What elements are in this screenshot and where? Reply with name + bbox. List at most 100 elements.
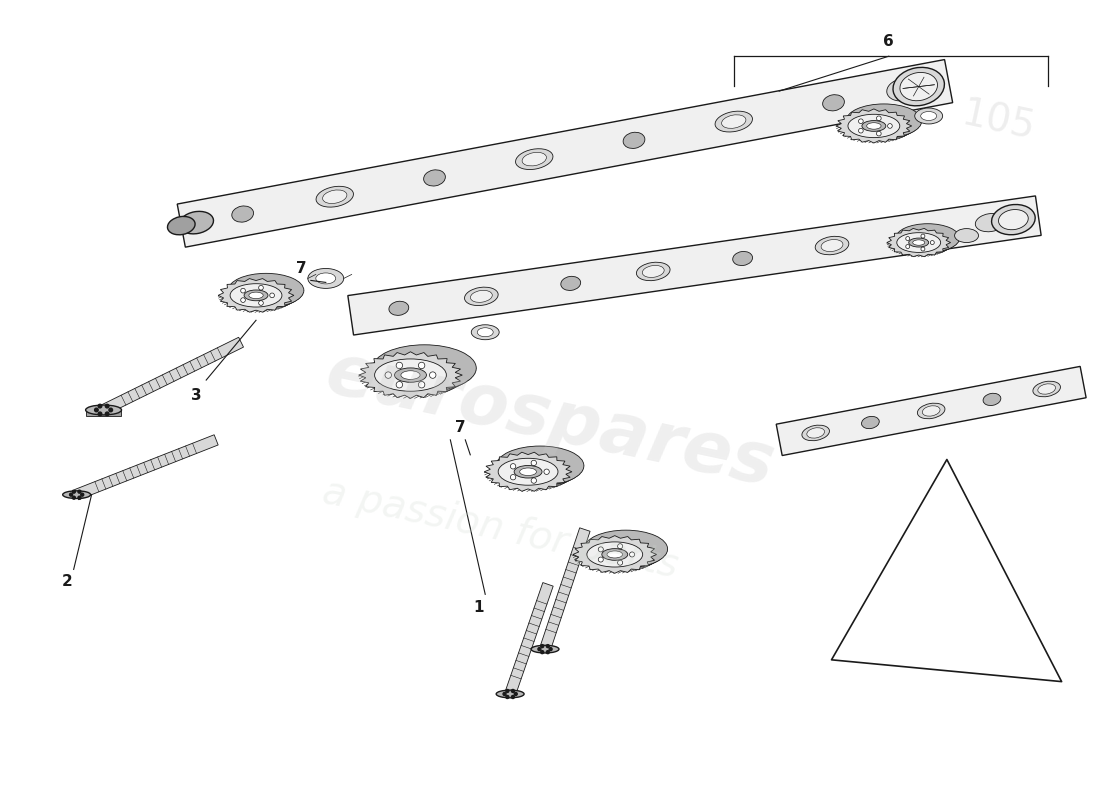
Circle shape: [241, 288, 245, 293]
Circle shape: [106, 412, 109, 416]
Circle shape: [503, 693, 506, 695]
Ellipse shape: [955, 229, 979, 242]
Ellipse shape: [896, 233, 940, 253]
Circle shape: [418, 382, 425, 388]
Ellipse shape: [991, 205, 1035, 234]
Ellipse shape: [921, 111, 937, 121]
Circle shape: [258, 301, 263, 306]
Circle shape: [547, 645, 549, 648]
Ellipse shape: [915, 108, 943, 124]
Ellipse shape: [999, 210, 1028, 230]
Polygon shape: [101, 338, 243, 415]
Text: 7: 7: [296, 261, 306, 276]
Ellipse shape: [389, 302, 409, 315]
Circle shape: [78, 490, 81, 493]
Ellipse shape: [1037, 384, 1056, 394]
Ellipse shape: [424, 170, 446, 186]
Ellipse shape: [904, 226, 924, 241]
Ellipse shape: [602, 549, 628, 560]
Circle shape: [512, 695, 515, 698]
Circle shape: [396, 382, 403, 388]
Ellipse shape: [917, 403, 945, 418]
Circle shape: [598, 557, 603, 562]
Polygon shape: [177, 59, 953, 247]
Polygon shape: [573, 536, 657, 574]
FancyBboxPatch shape: [86, 410, 121, 416]
Circle shape: [541, 645, 543, 648]
Ellipse shape: [976, 214, 1005, 232]
Ellipse shape: [316, 273, 336, 284]
Ellipse shape: [607, 551, 623, 558]
Ellipse shape: [823, 94, 845, 111]
Text: 2: 2: [62, 574, 73, 589]
Circle shape: [429, 372, 436, 378]
Ellipse shape: [867, 122, 881, 129]
Ellipse shape: [983, 394, 1001, 406]
Ellipse shape: [471, 325, 499, 340]
Ellipse shape: [316, 186, 353, 207]
Ellipse shape: [913, 240, 925, 246]
Ellipse shape: [722, 115, 746, 128]
Circle shape: [541, 650, 543, 654]
Ellipse shape: [167, 217, 195, 234]
Circle shape: [95, 408, 98, 412]
Ellipse shape: [373, 345, 476, 391]
Circle shape: [506, 695, 509, 698]
Ellipse shape: [900, 73, 937, 101]
Circle shape: [538, 648, 541, 650]
Circle shape: [385, 372, 392, 378]
Circle shape: [629, 552, 635, 557]
Circle shape: [270, 293, 274, 298]
Circle shape: [512, 690, 515, 693]
Circle shape: [858, 119, 864, 123]
Ellipse shape: [228, 274, 304, 307]
Ellipse shape: [498, 458, 558, 486]
Ellipse shape: [893, 67, 945, 106]
Circle shape: [617, 560, 623, 565]
Text: 105: 105: [958, 94, 1038, 147]
Circle shape: [905, 245, 910, 249]
Circle shape: [418, 362, 425, 369]
Circle shape: [109, 408, 112, 412]
Ellipse shape: [516, 149, 553, 170]
Circle shape: [106, 404, 109, 408]
Ellipse shape: [862, 121, 886, 131]
Polygon shape: [348, 196, 1042, 335]
Ellipse shape: [519, 468, 537, 475]
Ellipse shape: [514, 466, 542, 478]
Polygon shape: [887, 229, 950, 257]
Ellipse shape: [806, 428, 825, 438]
Circle shape: [98, 404, 102, 408]
Ellipse shape: [308, 269, 343, 288]
Circle shape: [921, 234, 925, 238]
Ellipse shape: [623, 132, 645, 149]
Circle shape: [547, 650, 549, 654]
Ellipse shape: [464, 287, 498, 306]
Circle shape: [617, 544, 623, 549]
Circle shape: [858, 128, 864, 133]
Ellipse shape: [642, 266, 664, 278]
Ellipse shape: [715, 111, 752, 132]
Ellipse shape: [922, 406, 940, 416]
Ellipse shape: [249, 292, 263, 298]
Text: 1: 1: [473, 600, 484, 614]
Ellipse shape: [322, 190, 346, 203]
Circle shape: [510, 474, 516, 480]
Circle shape: [241, 298, 245, 302]
Ellipse shape: [531, 646, 559, 653]
Ellipse shape: [471, 290, 493, 302]
Polygon shape: [836, 109, 912, 143]
Ellipse shape: [846, 104, 922, 138]
Circle shape: [98, 412, 102, 416]
Circle shape: [877, 131, 881, 136]
Circle shape: [514, 693, 517, 695]
Polygon shape: [484, 452, 572, 491]
Text: 3: 3: [191, 387, 201, 402]
Ellipse shape: [179, 211, 213, 234]
Ellipse shape: [86, 405, 121, 415]
Text: 7: 7: [455, 421, 465, 435]
Circle shape: [506, 690, 509, 693]
Circle shape: [549, 648, 552, 650]
Ellipse shape: [1033, 382, 1060, 397]
Polygon shape: [777, 366, 1086, 455]
